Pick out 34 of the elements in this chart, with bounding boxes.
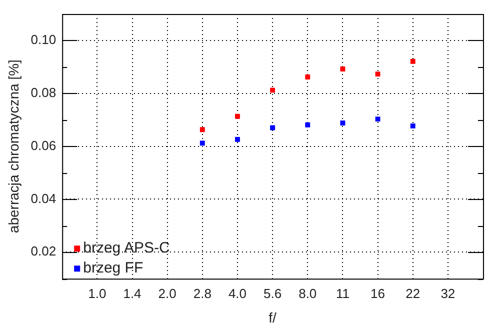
x-tick-label: 11 [336,286,350,301]
x-tick-label: 1.4 [123,286,142,301]
y-tick-label: 0.02 [30,244,56,259]
y-tick-label: 0.10 [30,32,56,48]
legend-label: brzeg APS-C [83,240,170,257]
x-tick-label: 4.0 [228,286,247,301]
y-tick-label: 0.08 [30,84,56,100]
point [200,127,205,132]
y-tick-label: 0.04 [30,190,56,206]
point [410,123,416,128]
y-tick-label: 0.06 [30,138,56,153]
point [410,58,416,64]
legend-label: brzeg FF [83,260,144,277]
point [235,114,240,119]
point [200,140,205,146]
x-tick-label: 2.0 [158,286,176,301]
x-tick-label: 32 [440,286,456,301]
point [235,136,240,142]
point [340,120,346,126]
x-tick-label: 16 [370,286,386,301]
x-tick-label: 8.0 [298,286,317,301]
y-axis-title: aberracja chromatyczna [%] [5,60,22,234]
x-tick-label: 22 [406,286,420,301]
x-tick-label: 5.6 [264,286,282,301]
point [340,66,346,72]
point [375,116,380,122]
x-tick-label: 2.8 [193,286,212,301]
point [270,88,276,93]
point [270,125,276,130]
point [305,74,310,80]
point [375,72,380,77]
x-tick-label: 1.0 [88,286,106,301]
x-axis-title: f/ [268,309,277,326]
point [305,122,310,128]
